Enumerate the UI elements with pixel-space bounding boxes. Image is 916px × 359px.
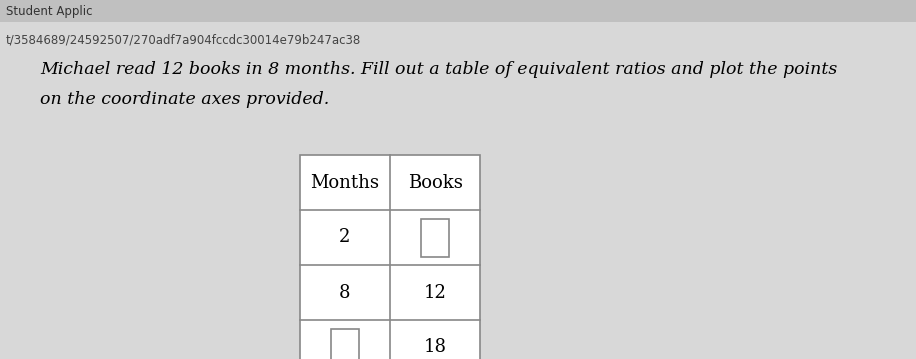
Text: 12: 12 <box>423 284 446 302</box>
Text: Student Applic: Student Applic <box>6 5 93 18</box>
Bar <box>0 0 916 22</box>
Text: 2: 2 <box>339 228 351 247</box>
Bar <box>331 328 359 359</box>
Text: Michael read 12 books in 8 months. Fill out a table of equivalent ratios and plo: Michael read 12 books in 8 months. Fill … <box>40 61 837 79</box>
Text: t/3584689/24592507/270adf7a904fccdc30014e79b247ac38: t/3584689/24592507/270adf7a904fccdc30014… <box>6 33 361 47</box>
Bar <box>300 155 480 359</box>
Text: 8: 8 <box>339 284 351 302</box>
Bar <box>421 219 449 256</box>
Text: Books: Books <box>408 173 463 191</box>
Text: Months: Months <box>311 173 379 191</box>
Text: 18: 18 <box>423 339 446 356</box>
Text: on the coordinate axes provided.: on the coordinate axes provided. <box>40 92 329 108</box>
